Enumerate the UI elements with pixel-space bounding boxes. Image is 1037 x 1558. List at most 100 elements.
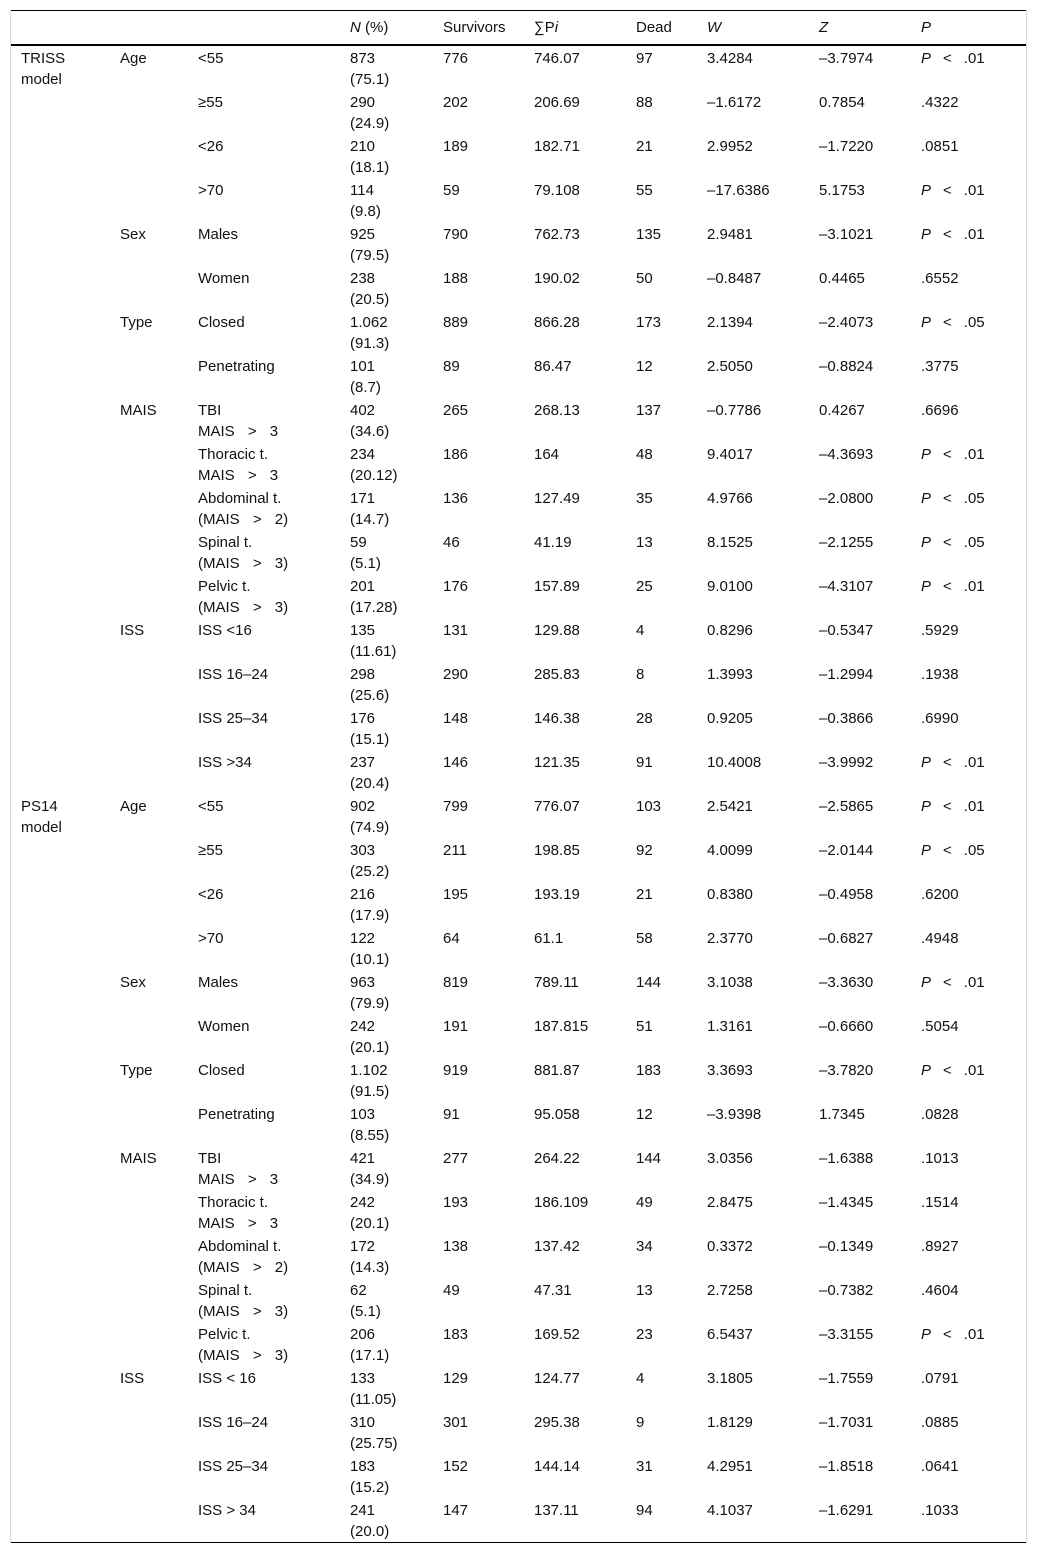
- z-stat: –0.4958: [819, 886, 874, 903]
- w-stat-cell: 4.2951: [697, 1454, 809, 1498]
- n-percent: (17.28): [350, 599, 398, 616]
- subgroup-label: Penetrating: [198, 1106, 275, 1123]
- z-stat: –2.0800: [819, 490, 874, 507]
- p-part: .01: [963, 754, 985, 771]
- survivors-cell: 138: [433, 1234, 524, 1278]
- z-stat-cell: –0.6660: [809, 1014, 911, 1058]
- model-cell: [11, 90, 110, 134]
- p-value: .6552: [921, 270, 959, 287]
- table-row: Pelvic t. (MAIS > 3) 201 (17.28) 176 157.89 25…: [11, 574, 1026, 618]
- group-cell: [110, 926, 188, 970]
- subgroup-cell: Pelvic t. (MAIS > 3): [188, 574, 340, 618]
- survivors: 152: [443, 1458, 469, 1475]
- sum-pi: 198.85: [534, 842, 580, 859]
- w-stat-cell: 2.9481: [697, 222, 809, 266]
- table-row: Sex Males 925 (79.5) 790 762.73 135 2.9481 –3.10…: [11, 222, 1026, 266]
- group-name: ISS: [120, 622, 145, 639]
- sum-pi: 187.815: [534, 1018, 589, 1035]
- n-percent: (20.1): [350, 1215, 390, 1232]
- z-stat-cell: –4.3107: [809, 574, 911, 618]
- n-count: 1.102: [350, 1062, 388, 1079]
- p-part: .01: [963, 974, 985, 991]
- z-stat: 5.1753: [819, 182, 865, 199]
- w-stat: 2.8475: [707, 1194, 753, 1211]
- subgroup-label: ISS <16: [198, 622, 252, 639]
- dead-cell: 28: [626, 706, 697, 750]
- subgroup-label: ≥55: [198, 842, 223, 859]
- p-value: .1514: [921, 1194, 959, 1211]
- p-cell: P < .01: [911, 45, 1026, 90]
- sum-pi-cell: 137.42: [524, 1234, 626, 1278]
- group-cell: [110, 90, 188, 134]
- table-row: ISS >34 237 (20.4) 146 121.35 91 10.4008 –3.999…: [11, 750, 1026, 794]
- p-cell: P < .01: [911, 970, 1026, 1014]
- w-stat: 8.1525: [707, 534, 753, 551]
- p-part: .01: [963, 182, 985, 199]
- n-cell: 234 (20.12): [340, 442, 433, 486]
- z-stat: –1.6388: [819, 1150, 874, 1167]
- n-cell: 963 (79.9): [340, 970, 433, 1014]
- n-cell: 172 (14.3): [340, 1234, 433, 1278]
- dead: 58: [636, 930, 653, 947]
- n-cell: 176 (15.1): [340, 706, 433, 750]
- survivors: 277: [443, 1150, 469, 1167]
- survivors: 59: [443, 182, 460, 199]
- p-part: <: [943, 842, 952, 859]
- survivors: 176: [443, 578, 469, 595]
- survivors: 188: [443, 270, 469, 287]
- z-stat-cell: –3.3155: [809, 1322, 911, 1366]
- header-text: W: [707, 19, 722, 36]
- model-name: PS14 model: [21, 798, 62, 836]
- survivors: 195: [443, 886, 469, 903]
- table-row: ISS ISS <16 135 (11.61) 131 129.88 4 0.8296 –0.5…: [11, 618, 1026, 662]
- dead-cell: 34: [626, 1234, 697, 1278]
- subgroup-cell: Closed: [188, 1058, 340, 1102]
- group-cell: ISS: [110, 1366, 188, 1410]
- group-cell: [110, 178, 188, 222]
- sum-pi-cell: 776.07: [524, 794, 626, 838]
- sum-pi: 79.108: [534, 182, 580, 199]
- p-part: P: [921, 226, 932, 243]
- z-stat-cell: –0.8824: [809, 354, 911, 398]
- model-cell: [11, 1410, 110, 1454]
- z-stat: 1.7345: [819, 1106, 865, 1123]
- n-cell: 62 (5.1): [340, 1278, 433, 1322]
- table-row: Spinal t. (MAIS > 3) 62 (5.1) 49 47.31 13 2.725…: [11, 1278, 1026, 1322]
- n-count: 402: [350, 402, 376, 419]
- p-cell: .1013: [911, 1146, 1026, 1190]
- sum-pi-cell: 146.38: [524, 706, 626, 750]
- survivors-cell: 819: [433, 970, 524, 1014]
- n-percent: (74.9): [350, 819, 390, 836]
- p-cell: .0791: [911, 1366, 1026, 1410]
- group-name: Sex: [120, 974, 146, 991]
- p-part: <: [943, 182, 952, 199]
- n-count: 237: [350, 754, 376, 771]
- z-stat-cell: –0.1349: [809, 1234, 911, 1278]
- subgroup-label: Women: [198, 1018, 250, 1035]
- p-cell: P < .01: [911, 574, 1026, 618]
- w-stat-cell: 3.1038: [697, 970, 809, 1014]
- p-part: <: [943, 314, 952, 331]
- w-stat: 9.4017: [707, 446, 753, 463]
- subgroup-cell: ISS 16–24: [188, 1410, 340, 1454]
- z-stat: –0.1349: [819, 1238, 874, 1255]
- p-part: P: [921, 1062, 932, 1079]
- p-value: .1013: [921, 1150, 959, 1167]
- w-stat: 1.3161: [707, 1018, 753, 1035]
- table-row: Penetrating 101 (8.7) 89 86.47 12 2.5050 –0.882…: [11, 354, 1026, 398]
- n-count: 201: [350, 578, 376, 595]
- subgroup-cell: ISS <16: [188, 618, 340, 662]
- n-count: 873: [350, 50, 376, 67]
- p-part: .01: [963, 578, 985, 595]
- z-stat-cell: –3.1021: [809, 222, 911, 266]
- n-count: 172: [350, 1238, 376, 1255]
- model-cell: [11, 838, 110, 882]
- group-cell: [110, 1190, 188, 1234]
- model-cell: [11, 398, 110, 442]
- subgroup-cell: Women: [188, 1014, 340, 1058]
- survivors: 138: [443, 1238, 469, 1255]
- subgroup-label: Closed: [198, 1062, 245, 1079]
- sum-pi: 789.11: [534, 974, 579, 991]
- z-stat-cell: –2.0144: [809, 838, 911, 882]
- n-cell: 902 (74.9): [340, 794, 433, 838]
